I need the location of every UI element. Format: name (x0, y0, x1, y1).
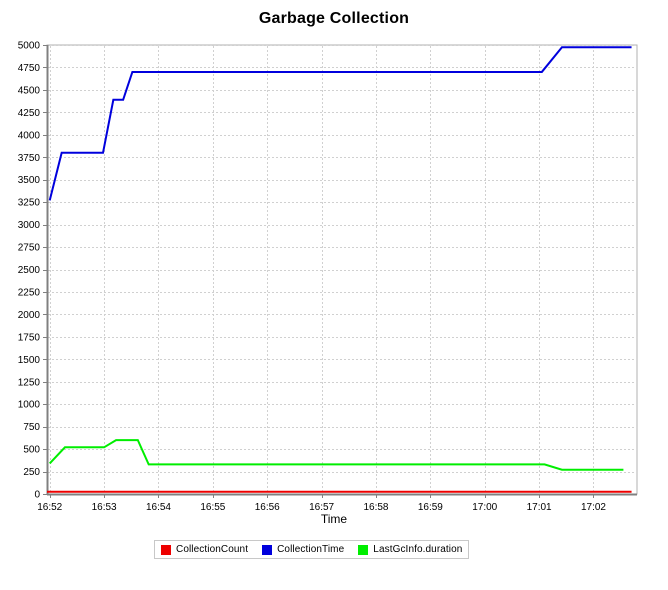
y-tick-label: 4250 (18, 108, 41, 119)
y-tick-label: 4750 (18, 63, 41, 74)
plot-background (46, 44, 638, 495)
x-tick-label: 16:53 (92, 502, 117, 513)
x-tick-label: 16:55 (200, 502, 225, 513)
legend-swatch-icon (161, 544, 171, 555)
chart-plot-area: 0 250 500 750 1000 1250 1500 1750 2000 2250 2500 27… (18, 41, 638, 513)
y-axis-tick-labels: 0 250 500 750 1000 1250 1500 1750 2000 2250 2500 27… (18, 41, 47, 501)
chart-legend: CollectionCount CollectionTime LastGcInf… (154, 540, 470, 559)
legend-label: CollectionCount (176, 544, 249, 555)
y-tick-label: 500 (23, 445, 40, 456)
y-tick-label: 250 (23, 467, 40, 478)
x-tick-label: 16:58 (363, 502, 388, 513)
x-axis-tick-labels: 16:52 16:53 16:54 16:55 16:56 16:57 16:58 16:59… (37, 494, 606, 513)
chart-title: Garbage Collection (258, 10, 410, 27)
series-line-lastgcinfo-duration (48, 439, 624, 471)
legend-item-lastgcinfo-duration[interactable]: LastGcInfo.duration (358, 544, 462, 555)
y-tick-label: 0 (34, 490, 40, 501)
y-tick-label: 3000 (18, 220, 41, 231)
y-tick-label: 3250 (18, 198, 41, 209)
data-series-lines (47, 46, 632, 493)
x-tick-label: 17:00 (472, 502, 497, 513)
y-tick-label: 4500 (18, 85, 41, 96)
x-tick-label: 16:54 (146, 502, 171, 513)
legend-item-collection-time[interactable]: CollectionTime (262, 544, 344, 555)
x-axis-title: Time (320, 512, 348, 526)
y-tick-label: 2500 (18, 265, 41, 276)
y-tick-label: 1750 (18, 332, 41, 343)
y-tick-label: 3500 (18, 175, 41, 186)
y-tick-label: 2000 (18, 310, 41, 321)
grid-lines (48, 45, 636, 495)
y-tick-label: 750 (23, 422, 40, 433)
legend-swatch-icon (262, 544, 273, 555)
x-tick-label: 17:02 (581, 502, 606, 513)
y-tick-label: 1000 (18, 400, 41, 411)
y-tick-label: 1250 (18, 377, 41, 388)
series-line-collectiontime (48, 46, 632, 201)
legend-label: CollectionTime (277, 544, 345, 555)
legend-item-collection-count[interactable]: CollectionCount (161, 544, 248, 555)
x-tick-label: 16:52 (37, 502, 62, 513)
legend-swatch-icon (358, 544, 369, 555)
y-tick-label: 4000 (18, 130, 41, 141)
y-tick-label: 2250 (18, 287, 41, 298)
x-tick-label: 17:01 (527, 502, 552, 513)
y-tick-label: 2750 (18, 243, 41, 254)
x-tick-label: 16:56 (255, 502, 280, 513)
y-tick-label: 1500 (18, 355, 41, 366)
axis-lines (46, 45, 637, 496)
y-tick-label: 5000 (18, 41, 41, 52)
x-tick-label: 16:59 (418, 502, 443, 513)
x-tick-label: 16:57 (309, 502, 334, 513)
legend-label: LastGcInfo.duration (373, 544, 463, 555)
y-tick-label: 3750 (18, 153, 41, 164)
